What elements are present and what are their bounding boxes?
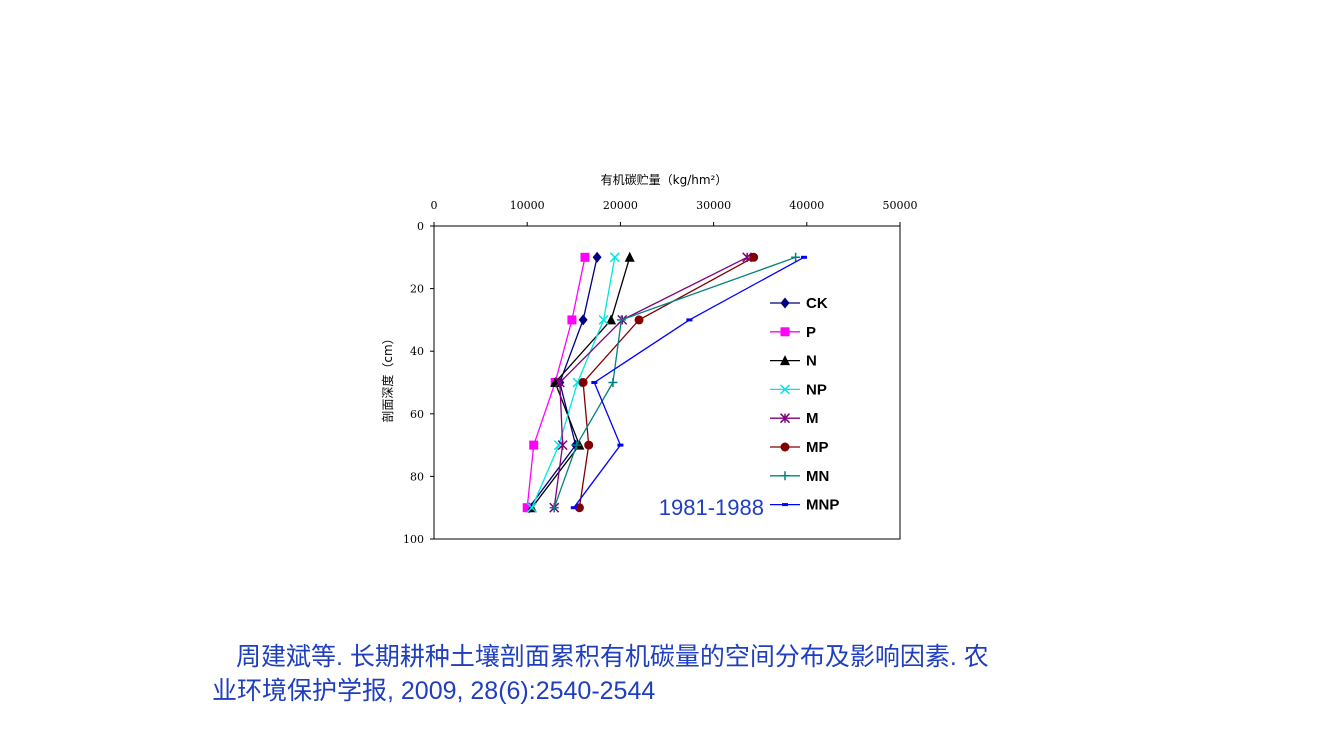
data-point-m bbox=[554, 377, 565, 388]
data-point-p bbox=[529, 440, 539, 450]
x-tick-label: 20000 bbox=[603, 199, 638, 212]
legend-label-mn: MN bbox=[806, 468, 829, 485]
data-point-mn bbox=[616, 315, 626, 325]
data-point-p bbox=[522, 503, 532, 513]
legend-label-np: NP bbox=[806, 381, 827, 398]
series-line-mn bbox=[553, 256, 796, 508]
data-point-mp bbox=[749, 252, 759, 262]
data-point-mnp bbox=[570, 506, 577, 510]
y-tick-label: 60 bbox=[410, 408, 424, 421]
data-point-mnp bbox=[617, 443, 624, 447]
legend-item-m: M bbox=[770, 410, 819, 427]
data-point-mnp bbox=[686, 318, 693, 322]
data-point-mn bbox=[608, 378, 618, 387]
data-point-mn bbox=[572, 440, 582, 450]
legend-marker-np bbox=[779, 384, 791, 395]
y-tick-label: 0 bbox=[417, 220, 424, 233]
series-m bbox=[549, 252, 753, 513]
data-point-np bbox=[609, 252, 620, 263]
legend-marker-n bbox=[780, 355, 790, 366]
legend-marker-mnp bbox=[782, 503, 788, 507]
y-tick-label: 100 bbox=[403, 533, 424, 546]
x-tick-label: 40000 bbox=[789, 199, 824, 212]
series-mn bbox=[549, 252, 801, 513]
data-point-mn bbox=[791, 252, 801, 262]
series-ck bbox=[524, 251, 602, 514]
data-point-mp bbox=[578, 378, 588, 387]
data-point-m bbox=[557, 440, 568, 451]
x-axis-title: 有机碳贮量（kg/hm²） bbox=[601, 172, 728, 187]
legend-label-p: P bbox=[806, 324, 816, 341]
legend-item-mp: MP bbox=[770, 439, 829, 456]
data-point-np bbox=[526, 502, 537, 513]
data-point-p bbox=[567, 315, 577, 325]
legend-marker-ck bbox=[780, 297, 790, 309]
data-point-mnp bbox=[591, 381, 598, 384]
series-line-mp bbox=[578, 256, 754, 508]
data-point-ck bbox=[578, 314, 588, 326]
y-tick-label: 80 bbox=[410, 470, 424, 483]
y-tick-label: 20 bbox=[410, 283, 424, 296]
data-point-n bbox=[606, 314, 617, 325]
citation-caption: 周建斌等. 长期耕种土壤剖面累积有机碳量的空间分布及影响因素. 农 业环境保护学… bbox=[212, 640, 1092, 708]
legend-item-np: NP bbox=[770, 381, 827, 398]
data-point-mp bbox=[574, 503, 584, 513]
chart-axes: 0 10000 20000 30000 40000 50000 0 20 40 60 80 100 bbox=[403, 199, 918, 546]
data-point-n bbox=[624, 251, 635, 262]
series-np bbox=[526, 252, 620, 513]
legend-item-mnp: MNP bbox=[770, 497, 839, 514]
series-mp bbox=[574, 252, 759, 513]
legend-label-mnp: MNP bbox=[806, 497, 839, 514]
legend-marker-p bbox=[780, 327, 790, 337]
legend-label-mp: MP bbox=[806, 439, 829, 456]
x-tick-label: 50000 bbox=[883, 199, 918, 212]
legend-marker-mp bbox=[780, 442, 790, 452]
data-point-ck bbox=[592, 251, 602, 263]
y-axis-title: 剖面深度（cm） bbox=[380, 332, 395, 422]
data-point-mp bbox=[584, 440, 594, 450]
series-mnp bbox=[570, 255, 808, 510]
legend-label-ck: CK bbox=[806, 295, 828, 312]
plot-frame bbox=[433, 225, 901, 540]
chart-legend: CK PN NP M MP MN MNP bbox=[770, 295, 839, 514]
x-tick-label: 0 bbox=[431, 199, 438, 212]
legend-item-mn: MN bbox=[770, 468, 829, 485]
legend-marker-m bbox=[779, 413, 791, 424]
data-point-mp bbox=[634, 315, 644, 325]
legend-marker-mn bbox=[780, 471, 790, 481]
x-tick-label: 30000 bbox=[696, 199, 731, 212]
citation-line-2: 业环境保护学报, 2009, 28(6):2540-2544 bbox=[212, 677, 656, 705]
legend-item-n: N bbox=[770, 353, 817, 370]
legend-item-ck: CK bbox=[770, 295, 828, 312]
data-point-mnp bbox=[801, 255, 808, 259]
period-annotation: 1981-1988 bbox=[659, 495, 764, 520]
y-tick-label: 40 bbox=[410, 345, 424, 358]
legend-item-p: P bbox=[770, 324, 816, 341]
data-point-mn bbox=[549, 503, 559, 513]
legend-label-n: N bbox=[806, 353, 817, 370]
series-layer bbox=[522, 251, 808, 514]
legend-label-m: M bbox=[806, 410, 819, 427]
data-point-p bbox=[580, 252, 590, 262]
citation-line-1: 周建斌等. 长期耕种土壤剖面累积有机碳量的空间分布及影响因素. 农 bbox=[236, 643, 989, 671]
data-point-np bbox=[598, 314, 609, 325]
x-tick-label: 10000 bbox=[510, 199, 545, 212]
